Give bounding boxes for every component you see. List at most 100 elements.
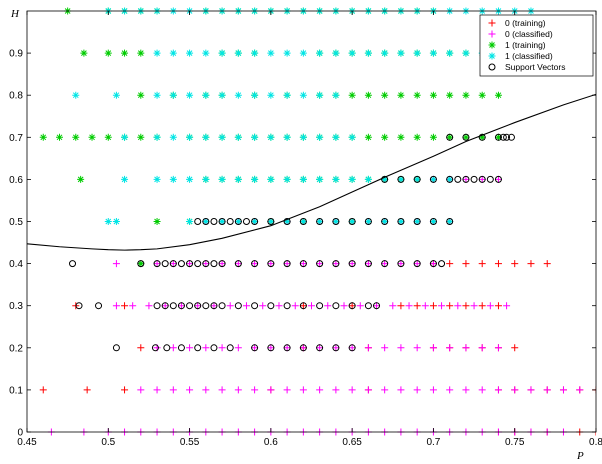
point-s1-r1-p11-shape bbox=[316, 386, 324, 394]
point-s1-r2-p17 bbox=[429, 344, 437, 352]
point-s4-r3-p24-shape bbox=[438, 260, 446, 268]
point-s3-r3-p9 bbox=[283, 133, 291, 141]
point-s4-r3-p22 bbox=[413, 260, 421, 268]
point-s1-r2-p21-shape bbox=[494, 344, 502, 352]
point-s1-r1-p20-shape bbox=[462, 386, 470, 394]
point-s1-r3-p16 bbox=[373, 302, 381, 310]
point-s0-r3-p9 bbox=[478, 302, 486, 310]
point-s4-r3-p11 bbox=[234, 260, 242, 268]
point-s4-r1-p11 bbox=[316, 344, 324, 352]
point-s1-r3-p3 bbox=[161, 302, 169, 310]
legend-marker-2 bbox=[488, 41, 496, 49]
point-s4-r4-p19 bbox=[446, 218, 454, 225]
point-s4-r2-p20 bbox=[373, 302, 381, 310]
legend-marker-1 bbox=[488, 30, 496, 38]
point-s4-r6-p4 bbox=[499, 133, 507, 141]
point-s1-r1-p15 bbox=[381, 386, 389, 394]
point-s0-r1-p1 bbox=[83, 386, 91, 394]
point-s1-r2-p21 bbox=[494, 344, 502, 352]
point-s0-r3-p7 bbox=[446, 302, 454, 310]
point-s2-r2-p13-shape bbox=[429, 91, 437, 99]
axes-layer: 0.45 0.5 0.55 0.6 0.65 0.7 0.75 0.8 0 0.1 0.2 0.3 0.… bbox=[9, 10, 602, 448]
point-s4-r2-p14 bbox=[283, 302, 291, 310]
point-s2-r2-p11-shape bbox=[397, 91, 405, 99]
point-s3-r5-p6 bbox=[251, 218, 259, 225]
point-s1-r3-p4 bbox=[177, 302, 185, 310]
point-s1-r2-p16 bbox=[413, 344, 421, 352]
point-s2-r3-p24-shape bbox=[446, 133, 454, 141]
point-s1-r3-p20-shape bbox=[438, 302, 446, 310]
point-s4-r1-p2 bbox=[163, 344, 171, 352]
point-s1-r3-p15 bbox=[356, 302, 364, 310]
point-s2-r2-p8-shape bbox=[348, 91, 356, 99]
point-s3-r2-p7 bbox=[234, 91, 242, 99]
point-s1-r2-p8-shape bbox=[283, 344, 291, 352]
point-s4-r1-p8 bbox=[267, 344, 275, 352]
point-s3-r4-p9-shape bbox=[283, 175, 291, 183]
point-s3-r3-p4 bbox=[202, 133, 210, 141]
point-s1-r3-p3-shape bbox=[161, 302, 169, 310]
point-s4-r4-p12-shape bbox=[332, 218, 340, 225]
point-s1-r4-p2-shape bbox=[169, 260, 177, 268]
legend-marker-3-shape bbox=[488, 52, 496, 60]
point-s1-r1-p13-shape bbox=[348, 386, 356, 394]
point-s3-r5-p14-shape bbox=[381, 218, 389, 225]
point-s3-r4-p13-shape bbox=[348, 175, 356, 183]
point-s1-r2-p13-shape bbox=[364, 344, 372, 352]
point-s3-r2-p2 bbox=[153, 91, 161, 99]
point-s1-r4-p1-shape bbox=[153, 260, 161, 268]
point-s3-r5-p4 bbox=[218, 218, 226, 225]
point-s3-r4-p4 bbox=[202, 175, 210, 183]
point-s2-r3-p26-shape bbox=[478, 133, 486, 141]
point-s2-r3-p21-shape bbox=[397, 133, 405, 141]
point-s1-r2-p19-shape bbox=[462, 344, 470, 352]
point-s1-r2-p2-shape bbox=[186, 344, 194, 352]
point-s1-r4-p11 bbox=[316, 260, 324, 268]
point-s1-r1-p2 bbox=[169, 386, 177, 394]
point-s3-r1-p6 bbox=[251, 49, 259, 57]
point-s4-r4-p5-shape bbox=[234, 218, 242, 225]
point-s1-r3-p18 bbox=[405, 302, 413, 310]
point-s2-r4-p0 bbox=[77, 175, 85, 183]
point-s2-r2-p10 bbox=[381, 91, 389, 99]
point-s1-r1-p17 bbox=[413, 386, 421, 394]
point-s1-r3-p16-shape bbox=[373, 302, 381, 310]
point-s1-r2-p14-shape bbox=[381, 344, 389, 352]
point-s4-r4-p10-shape bbox=[299, 218, 307, 225]
point-s4-r3-p4 bbox=[169, 260, 177, 268]
point-s3-r1-p2-shape bbox=[186, 49, 194, 57]
point-s0-r4-p7 bbox=[543, 260, 551, 268]
point-s3-r4-p15-shape bbox=[381, 175, 389, 183]
point-s3-r1-p2 bbox=[186, 49, 194, 57]
point-s4-r2-p2 bbox=[153, 302, 161, 310]
y-tick-label-4: 0.4 bbox=[9, 259, 23, 270]
point-s4-r3-p16 bbox=[316, 260, 324, 268]
point-s2-r2-p16 bbox=[478, 91, 486, 99]
point-s4-r4-p2-shape bbox=[210, 218, 218, 225]
point-s1-r1-p8-shape bbox=[267, 386, 275, 394]
y-tick-label-9: 0.9 bbox=[9, 49, 23, 60]
point-s2-r5-p0-shape bbox=[153, 218, 161, 225]
point-s3-r3-p3 bbox=[186, 133, 194, 141]
point-s4-r1-p9 bbox=[283, 344, 291, 352]
point-s4-r6-p0 bbox=[446, 133, 454, 141]
point-s4-r4-p18 bbox=[429, 218, 437, 225]
point-s1-r1-p22-shape bbox=[494, 386, 502, 394]
series-1-classified bbox=[72, 7, 535, 225]
point-s4-r3-p2 bbox=[153, 260, 161, 268]
point-s4-r1-p9-shape bbox=[283, 344, 291, 352]
point-s4-r2-p6 bbox=[186, 302, 194, 310]
point-s4-r3-p0 bbox=[69, 260, 77, 268]
point-s0-r4-p6 bbox=[527, 260, 535, 268]
point-s4-r4-p7 bbox=[251, 218, 259, 225]
point-s1-r1-p0-shape bbox=[137, 386, 145, 394]
point-s3-r1-p5 bbox=[234, 49, 242, 57]
point-s4-r4-p8 bbox=[267, 218, 275, 225]
point-s4-r3-p13 bbox=[267, 260, 275, 268]
point-s1-r3-p24-shape bbox=[503, 302, 511, 310]
point-s0-r4-p1 bbox=[446, 260, 454, 268]
point-s2-r1-p1 bbox=[104, 49, 112, 57]
point-s4-r2-p6-shape bbox=[186, 302, 194, 310]
point-s3-r4-p6 bbox=[234, 175, 242, 183]
point-s3-r4-p6-shape bbox=[234, 175, 242, 183]
